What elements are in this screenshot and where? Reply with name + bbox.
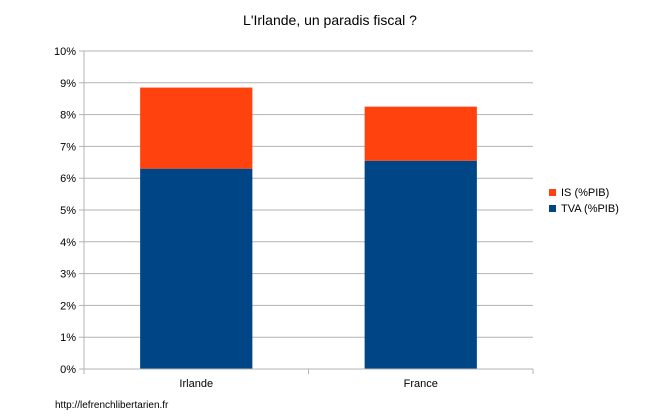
legend-swatch [549,205,556,212]
y-tick-label: 2% [60,300,76,312]
bar-tva-france [364,160,477,369]
bars [140,87,477,369]
legend-label: TVA (%PIB) [561,203,619,215]
legend-swatch [549,189,556,196]
legend: IS (%PIB) TVA (%PIB) [549,187,619,215]
bar-is-france [364,106,477,161]
y-tick-label: 9% [60,78,76,90]
x-axis-categories: Irlande France [179,378,437,390]
x-category-label: France [404,378,438,390]
legend-label: IS (%PIB) [561,187,609,199]
y-axis-ticks: 0% 1% 2% 3% 4% 5% 6% 7% 8% 9% 10% [54,46,84,376]
bar-is-irlande [140,87,253,169]
y-tick-label: 8% [60,110,76,122]
y-tick-label: 7% [60,141,76,153]
chart-title: L'Irlande, un paradis fiscal ? [243,12,417,28]
source-text: http://lefrenchlibertarien.fr [55,400,169,411]
y-tick-label: 6% [60,173,76,185]
y-tick-label: 4% [60,237,76,249]
y-tick-label: 0% [60,364,76,376]
y-tick-label: 5% [60,205,76,217]
y-tick-label: 1% [60,332,76,344]
x-category-label: Irlande [179,378,213,390]
y-tick-label: 3% [60,269,76,281]
y-tick-label: 10% [54,46,76,58]
bar-tva-irlande [140,168,253,369]
